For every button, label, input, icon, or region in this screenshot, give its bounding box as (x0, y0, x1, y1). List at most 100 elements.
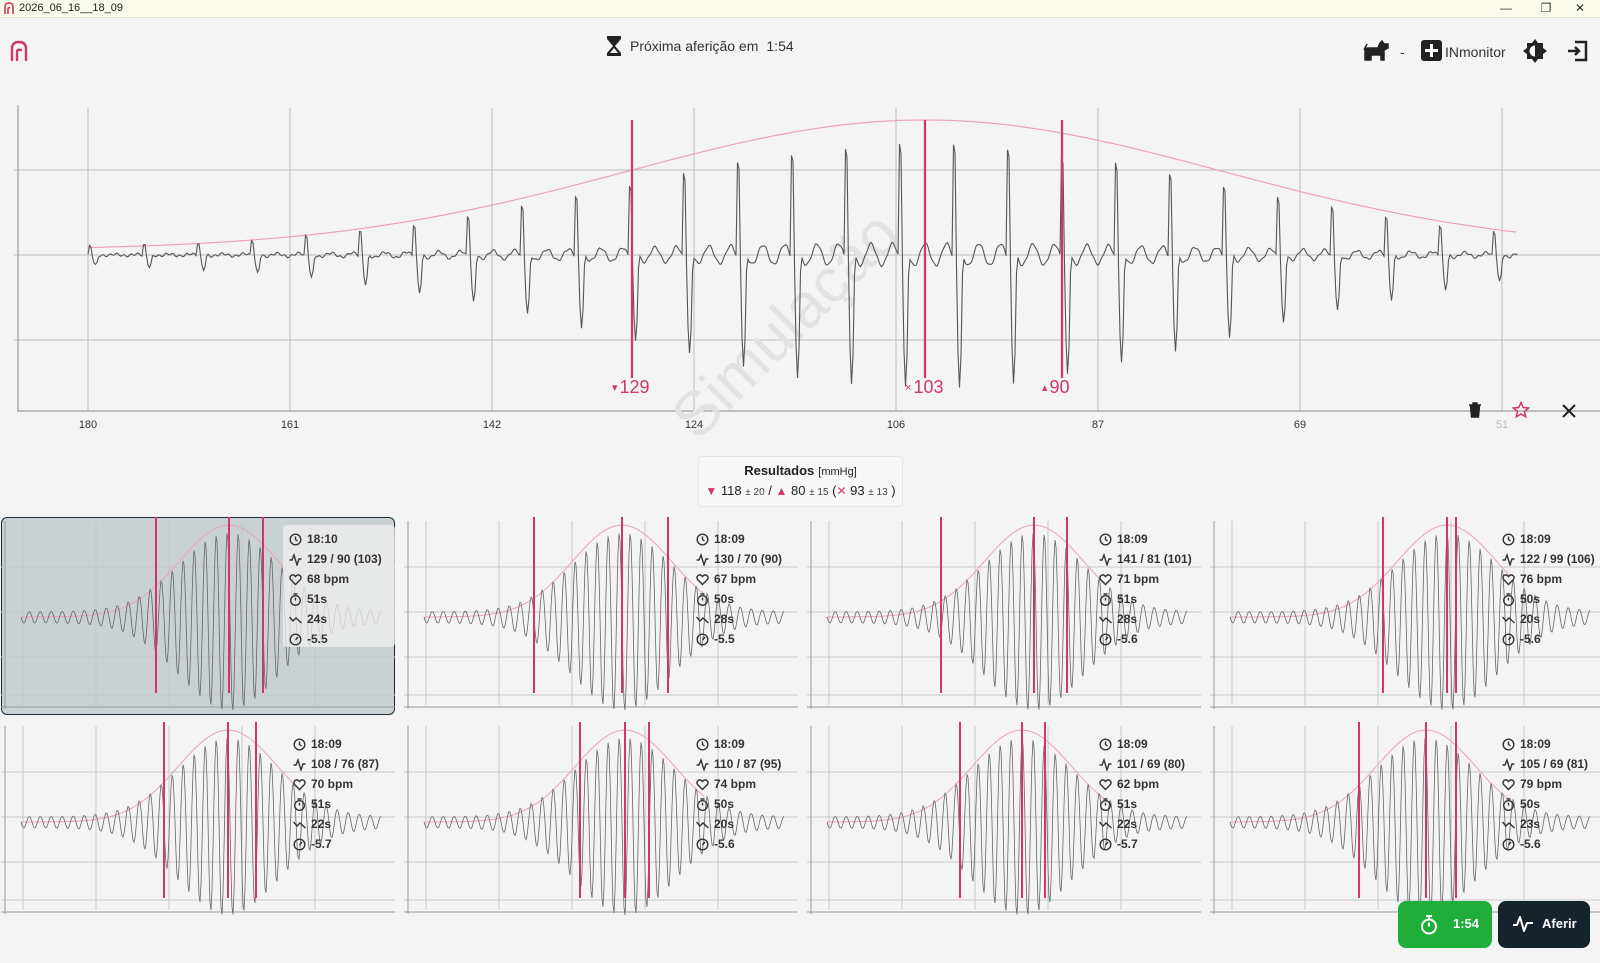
trash-icon[interactable] (1468, 402, 1482, 418)
pulse-icon (1099, 757, 1112, 771)
measurement-hr-row: 71 bpm (1099, 569, 1199, 589)
heart-icon (293, 778, 306, 790)
measurement-duration: 51s (311, 797, 332, 811)
app-icon (4, 2, 14, 14)
measurement-deflation: 28s (714, 612, 735, 626)
measurement-slope-row: -5.5 (696, 629, 796, 649)
mini-wave-line (423, 533, 785, 710)
timer-label: 1:54 (1453, 916, 1480, 931)
close-icon[interactable] (1562, 404, 1576, 418)
mini-wave-line (826, 533, 1188, 710)
measurement-duration: 51s (1117, 592, 1138, 606)
marker-label-systolic: ▾ 129 (612, 377, 650, 397)
trend-icon (293, 821, 306, 829)
next-measurement: Próxima aferição em 1:54 (606, 36, 794, 56)
measurement-time-row: 18:09 (1502, 734, 1600, 754)
dog-icon[interactable] (1363, 38, 1389, 64)
x-tick-label: 69 (1294, 419, 1306, 431)
clock-icon (293, 737, 306, 751)
measurement-pressure: 130 / 70 (90) (714, 552, 783, 566)
aferir-label: Aferir (1542, 916, 1577, 931)
stopwatch-icon (294, 797, 305, 811)
measurement-mini-chart (807, 517, 1201, 710)
measurement-pressure: 122 / 99 (106) (1520, 552, 1595, 566)
measurement-duration-row: 51s (293, 794, 393, 814)
x-tick-label: 51 (1496, 419, 1508, 431)
results-title: Resultados (744, 463, 815, 478)
measurement-duration-row: 51s (1099, 794, 1199, 814)
app-header (0, 18, 1600, 88)
measurement-card[interactable]: 18:09 105 / 69 (81) 79 bpm 50s 23s -5.6 (1210, 722, 1600, 920)
main-envelope-line (87, 119, 1517, 249)
measurement-time-row: 18:09 (696, 529, 796, 549)
measurement-slope: -5.5 (714, 632, 735, 646)
measurement-card[interactable]: 18:09 141 / 81 (101) 71 bpm 51s 28s -5.6 (807, 517, 1201, 715)
measurement-info: 18:09 122 / 99 (106) 76 bpm 50s 20s -5.6 (1496, 525, 1600, 647)
measurement-slope: -5.7 (311, 837, 332, 851)
x-tick-label: 106 (887, 419, 905, 431)
measurement-pressure-row: 141 / 81 (101) (1099, 549, 1199, 569)
restore-button[interactable]: ❐ (1540, 1, 1552, 15)
brightness-icon[interactable] (1522, 38, 1548, 64)
measurement-hr-row: 68 bpm (289, 569, 389, 589)
measurement-duration: 50s (1520, 592, 1541, 606)
stopwatch-icon (1503, 592, 1514, 606)
next-measurement-time: 1:54 (766, 38, 794, 54)
measurement-slope-row: -5.6 (1099, 629, 1199, 649)
measurement-mini-chart (1210, 517, 1600, 710)
star-icon[interactable] (1512, 401, 1530, 419)
mini-envelope-line (1229, 729, 1511, 823)
close-paren: ) (891, 483, 896, 498)
mean-deviation: ± 13 (868, 487, 888, 498)
measurement-slope-row: -5.5 (289, 629, 389, 649)
measurement-deflation: 28s (1117, 612, 1138, 626)
device-name[interactable]: INmonitor (1445, 44, 1506, 60)
minimize-button[interactable]: — (1500, 1, 1512, 15)
measurement-time: 18:09 (714, 532, 745, 546)
close-window-button[interactable]: ✕ (1574, 1, 1586, 15)
gauge-icon (1502, 837, 1515, 851)
measurement-deflation-row: 22s (1099, 814, 1199, 834)
measurement-deflation: 23s (1520, 817, 1541, 831)
measurement-card[interactable]: 18:09 122 / 99 (106) 76 bpm 50s 20s -5.6 (1210, 517, 1600, 715)
window-title: 2026_06_16__18_09 (19, 2, 124, 14)
add-icon[interactable] (1421, 40, 1442, 61)
app-logo-icon[interactable] (9, 40, 29, 62)
measurement-time: 18:09 (311, 737, 342, 751)
mini-envelope-line (826, 729, 1108, 823)
pulse-icon (1502, 552, 1515, 566)
measurement-info: 18:10 129 / 90 (103) 68 bpm 51s 24s -5.5 (283, 525, 395, 647)
clock-icon (1099, 532, 1112, 546)
measurement-slope: -5.6 (714, 837, 735, 851)
measurement-duration-row: 51s (289, 589, 389, 609)
measurement-card[interactable]: 18:09 101 / 69 (80) 62 bpm 51s 22s -5.7 (807, 722, 1201, 920)
stopwatch-icon (290, 592, 301, 606)
trend-icon (1502, 821, 1515, 829)
gauge-icon (1099, 837, 1112, 851)
clock-icon (1502, 532, 1515, 546)
measurement-card[interactable]: 18:10 129 / 90 (103) 68 bpm 51s 24s -5.5 (1, 517, 395, 715)
measurement-duration-row: 50s (696, 589, 796, 609)
measurement-pressure: 101 / 69 (80) (1117, 757, 1186, 771)
stopwatch-icon (1100, 797, 1111, 811)
measurement-card[interactable]: 18:09 108 / 76 (87) 70 bpm 51s 22s -5.7 (1, 722, 395, 920)
measurement-time: 18:09 (1520, 737, 1551, 751)
measurement-slope: -5.6 (1117, 632, 1138, 646)
measurement-pressure-row: 122 / 99 (106) (1502, 549, 1600, 569)
systolic-value: 118 (720, 483, 742, 498)
measurement-hr: 79 bpm (1520, 777, 1563, 791)
measurement-card[interactable]: 18:09 130 / 70 (90) 67 bpm 50s 28s -5.5 (404, 517, 798, 715)
measurement-deflation-row: 23s (1502, 814, 1600, 834)
measurement-hr-row: 79 bpm (1502, 774, 1600, 794)
measurement-pressure: 108 / 76 (87) (311, 757, 380, 771)
main-wave-line (87, 144, 1518, 388)
measurement-slope-row: -5.6 (696, 834, 796, 854)
timer-button[interactable]: 1:54 (1398, 901, 1492, 948)
logout-icon[interactable] (1566, 40, 1588, 62)
measurement-deflation-row: 20s (1502, 609, 1600, 629)
aferir-button[interactable]: Aferir (1498, 901, 1590, 948)
measurement-duration-row: 50s (1502, 589, 1600, 609)
measurement-card[interactable]: 18:09 110 / 87 (95) 74 bpm 50s 20s -5.6 (404, 722, 798, 920)
measurement-time: 18:09 (714, 737, 745, 751)
pulse-icon (293, 757, 306, 771)
